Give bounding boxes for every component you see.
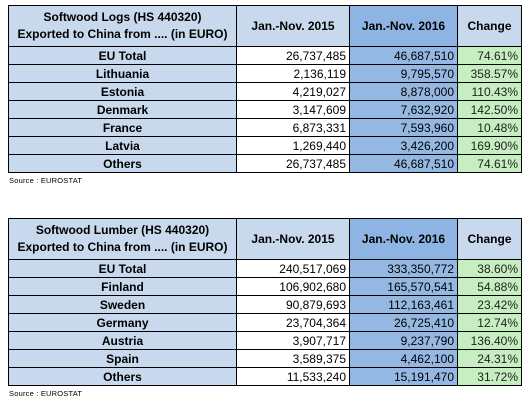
header-2015: Jan.-Nov. 2015 (236, 5, 350, 47)
header-label-cell: Softwood Logs (HS 440320) Exported to Ch… (8, 5, 237, 47)
change-cell: 74.61% (457, 46, 522, 65)
country-cell: EU Total (8, 259, 237, 278)
value-2015-cell: 26,737,485 (236, 46, 350, 65)
value-2016-cell: 9,237,790 (349, 331, 458, 350)
value-2015-cell: 2,136,119 (236, 64, 350, 83)
country-cell: Austria (8, 331, 237, 350)
country-cell: EU Total (8, 46, 237, 65)
table-row: Estonia 4,219,027 8,878,000 110.43% (8, 82, 522, 101)
softwood-logs-table: Softwood Logs (HS 440320) Exported to Ch… (8, 5, 522, 173)
change-cell: 38.60% (457, 259, 522, 278)
table-row: EU Total 240,517,069 333,350,772 38.60% (8, 259, 522, 278)
value-2016-cell: 333,350,772 (349, 259, 458, 278)
value-2016-cell: 165,570,541 (349, 277, 458, 296)
change-cell: 54.88% (457, 277, 522, 296)
header-label-line-1: Softwood Logs (HS 440320) (43, 10, 202, 24)
source-note: Source : EUROSTAT (9, 176, 83, 185)
change-cell: 169.90% (457, 136, 522, 155)
value-2015-cell: 90,879,693 (236, 295, 350, 314)
source-note: Source : EUROSTAT (9, 389, 83, 398)
change-cell: 110.43% (457, 82, 522, 101)
softwood-lumber-block: Softwood Lumber (HS 440320) Exported to … (8, 218, 522, 398)
change-cell: 10.48% (457, 118, 522, 137)
table-row: Austria 3,907,717 9,237,790 136.40% (8, 331, 522, 350)
value-2016-cell: 46,687,510 (349, 154, 458, 173)
value-2015-cell: 23,704,364 (236, 313, 350, 332)
value-2015-cell: 6,873,331 (236, 118, 350, 137)
table-row: Spain 3,589,375 4,462,100 24.31% (8, 349, 522, 368)
value-2016-cell: 46,687,510 (349, 46, 458, 65)
value-2016-cell: 3,426,200 (349, 136, 458, 155)
header-label-cell: Softwood Lumber (HS 440320) Exported to … (8, 218, 237, 260)
value-2015-cell: 3,589,375 (236, 349, 350, 368)
header-change: Change (457, 5, 522, 47)
value-2016-cell: 7,632,920 (349, 100, 458, 119)
value-2016-cell: 15,191,470 (349, 367, 458, 386)
table-row: France 6,873,331 7,593,960 10.48% (8, 118, 522, 137)
table-header-row: Softwood Logs (HS 440320) Exported to Ch… (8, 5, 522, 47)
table-row: Finland 106,902,680 165,570,541 54.88% (8, 277, 522, 296)
header-2015: Jan.-Nov. 2015 (236, 218, 350, 260)
value-2015-cell: 106,902,680 (236, 277, 350, 296)
change-cell: 136.40% (457, 331, 522, 350)
country-cell: Others (8, 154, 237, 173)
value-2015-cell: 11,533,240 (236, 367, 350, 386)
country-cell: Others (8, 367, 237, 386)
softwood-lumber-table: Softwood Lumber (HS 440320) Exported to … (8, 218, 522, 386)
value-2015-cell: 26,737,485 (236, 154, 350, 173)
value-2016-cell: 9,795,570 (349, 64, 458, 83)
change-cell: 74.61% (457, 154, 522, 173)
table-row: Sweden 90,879,693 112,163,461 23.42% (8, 295, 522, 314)
country-cell: Finland (8, 277, 237, 296)
change-cell: 358.57% (457, 64, 522, 83)
change-cell: 12.74% (457, 313, 522, 332)
value-2016-cell: 112,163,461 (349, 295, 458, 314)
value-2016-cell: 4,462,100 (349, 349, 458, 368)
value-2015-cell: 3,147,609 (236, 100, 350, 119)
country-cell: Denmark (8, 100, 237, 119)
softwood-logs-block: Softwood Logs (HS 440320) Exported to Ch… (8, 5, 522, 185)
country-cell: Germany (8, 313, 237, 332)
table-row: Others 26,737,485 46,687,510 74.61% (8, 154, 522, 173)
country-cell: Spain (8, 349, 237, 368)
country-cell: France (8, 118, 237, 137)
table-row: Latvia 1,269,440 3,426,200 169.90% (8, 136, 522, 155)
table-row: Germany 23,704,364 26,725,410 12.74% (8, 313, 522, 332)
value-2015-cell: 240,517,069 (236, 259, 350, 278)
header-2016: Jan.-Nov. 2016 (349, 218, 458, 260)
header-label-line-2: Exported to China from .... (in EURO) (17, 240, 228, 254)
country-cell: Lithuania (8, 64, 237, 83)
table-row: Denmark 3,147,609 7,632,920 142.50% (8, 100, 522, 119)
value-2016-cell: 26,725,410 (349, 313, 458, 332)
change-cell: 24.31% (457, 349, 522, 368)
value-2015-cell: 1,269,440 (236, 136, 350, 155)
header-label-line-1: Softwood Lumber (HS 440320) (35, 223, 210, 237)
header-2016: Jan.-Nov. 2016 (349, 5, 458, 47)
value-2016-cell: 8,878,000 (349, 82, 458, 101)
change-cell: 31.72% (457, 367, 522, 386)
header-label-line-2: Exported to China from .... (in EURO) (17, 27, 228, 41)
table-row: EU Total 26,737,485 46,687,510 74.61% (8, 46, 522, 65)
change-cell: 23.42% (457, 295, 522, 314)
value-2015-cell: 4,219,027 (236, 82, 350, 101)
value-2016-cell: 7,593,960 (349, 118, 458, 137)
country-cell: Estonia (8, 82, 237, 101)
country-cell: Sweden (8, 295, 237, 314)
value-2015-cell: 3,907,717 (236, 331, 350, 350)
table-row: Lithuania 2,136,119 9,795,570 358.57% (8, 64, 522, 83)
header-change: Change (457, 218, 522, 260)
country-cell: Latvia (8, 136, 237, 155)
table-header-row: Softwood Lumber (HS 440320) Exported to … (8, 218, 522, 260)
change-cell: 142.50% (457, 100, 522, 119)
table-row: Others 11,533,240 15,191,470 31.72% (8, 367, 522, 386)
